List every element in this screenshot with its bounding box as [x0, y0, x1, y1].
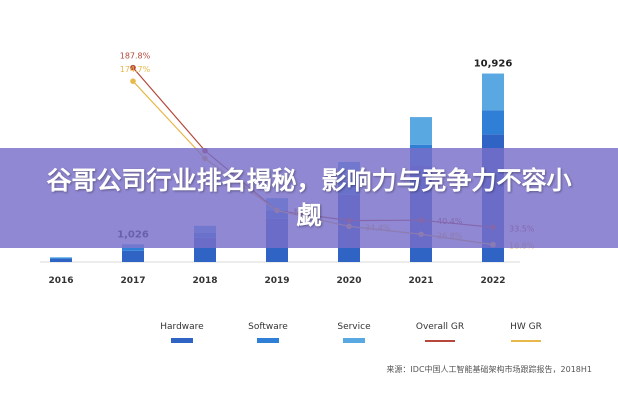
legend-label-hw-gr: HW GR — [510, 322, 542, 332]
total-label-2022: 10,926 — [474, 59, 513, 70]
banner-title: 谷哥公司行业排名揭秘，影响力与竞争力不容小觑 — [46, 166, 572, 230]
x-tick-label-2019: 2019 — [264, 276, 289, 286]
legend: Hardware Software Service Overall GR HW … — [150, 322, 558, 343]
bar-software-2017 — [122, 247, 144, 251]
legend-line-hw-gr — [511, 340, 541, 342]
bar-service-2021 — [410, 117, 432, 145]
legend-swatch-hardware — [171, 338, 193, 343]
bar-service-2022 — [482, 73, 504, 111]
x-tick-label-2022: 2022 — [480, 276, 505, 286]
point-hw-gr-0 — [130, 78, 136, 84]
growth-label-hw-gr-2017: 174.7% — [120, 65, 151, 74]
legend-label-hardware: Hardware — [160, 322, 204, 332]
x-tick-label-2021: 2021 — [408, 276, 433, 286]
x-tick-label-2017: 2017 — [120, 276, 145, 286]
source-note: 来源：IDC中国人工智能基础架构市场跟踪报告，2018H1 — [386, 365, 592, 374]
legend-item-service: Service — [322, 322, 386, 343]
legend-swatch-software — [257, 338, 279, 343]
legend-item-overall-gr: Overall GR — [408, 322, 472, 343]
point-overall-gr-0 — [130, 64, 136, 71]
legend-item-hw-gr: HW GR — [494, 322, 558, 343]
bar-software-2016 — [50, 257, 72, 259]
legend-swatch-service — [343, 338, 365, 343]
growth-label-overall-gr-2017: 187.8% — [120, 52, 151, 61]
legend-label-software: Software — [248, 322, 288, 332]
title-banner: 谷哥公司行业排名揭秘，影响力与竞争力不容小觑 — [0, 148, 618, 248]
x-tick-label-2020: 2020 — [336, 276, 361, 286]
bar-hardware-2016 — [50, 258, 72, 262]
legend-label-service: Service — [337, 322, 371, 332]
legend-line-overall-gr — [425, 340, 455, 342]
bar-hardware-2017 — [122, 250, 144, 262]
legend-item-hardware: Hardware — [150, 322, 214, 343]
bar-service-2016 — [50, 257, 72, 258]
legend-item-software: Software — [236, 322, 300, 343]
x-tick-label-2016: 2016 — [48, 276, 73, 286]
x-tick-label-2018: 2018 — [192, 276, 217, 286]
bar-software-2022 — [482, 110, 504, 135]
legend-label-overall-gr: Overall GR — [415, 322, 465, 332]
